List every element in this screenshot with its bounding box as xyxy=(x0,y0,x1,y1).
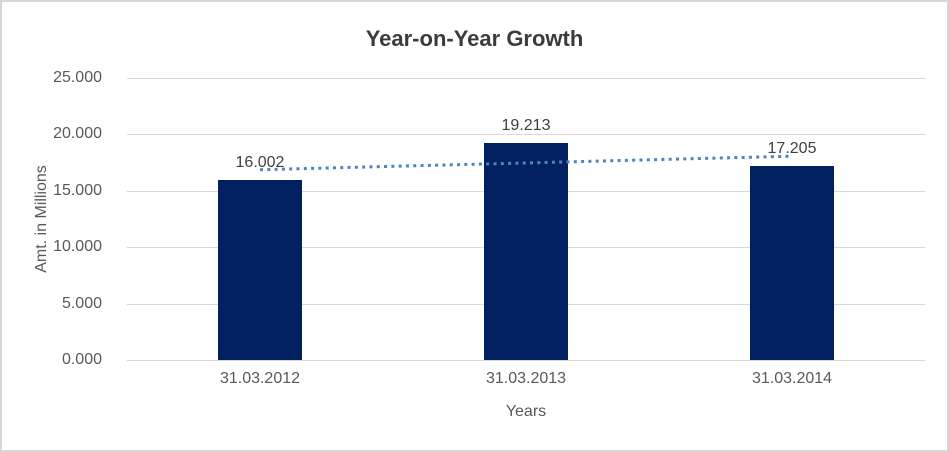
x-axis-title: Years xyxy=(505,403,547,420)
x-tick-label: 31.03.2013 xyxy=(485,370,567,387)
bar xyxy=(750,165,834,360)
bar xyxy=(484,143,568,360)
chart-title: Year-on-Year Growth xyxy=(365,26,584,51)
y-tick-label: 15.000 xyxy=(53,181,102,199)
x-tick-label: 31.03.2014 xyxy=(751,370,833,387)
y-tick-label: 20.000 xyxy=(53,125,102,143)
bar xyxy=(217,179,302,360)
gridline xyxy=(127,134,925,136)
trendline xyxy=(259,154,793,172)
x-tick-label: 31.03.2012 xyxy=(219,370,301,387)
plot-area: 16.002 19.213 17.205 xyxy=(127,78,925,361)
y-axis-tick-labels: 25.000 20.000 15.000 10.000 5.000 0.000 xyxy=(2,69,114,368)
gridline xyxy=(127,78,925,79)
data-label: 17.205 xyxy=(767,139,817,157)
trendline-path xyxy=(259,154,793,172)
data-label: 16.002 xyxy=(235,153,285,171)
x-axis-tick-labels: 31.03.2012 31.03.2013 31.03.2014 xyxy=(127,370,925,392)
y-tick-label: 5.000 xyxy=(61,294,102,312)
y-tick-label: 10.000 xyxy=(53,238,102,256)
y-tick-label: 25.000 xyxy=(53,69,102,86)
data-label: 19.213 xyxy=(501,117,551,135)
y-tick-label: 0.000 xyxy=(61,351,102,368)
gridline xyxy=(127,360,925,361)
